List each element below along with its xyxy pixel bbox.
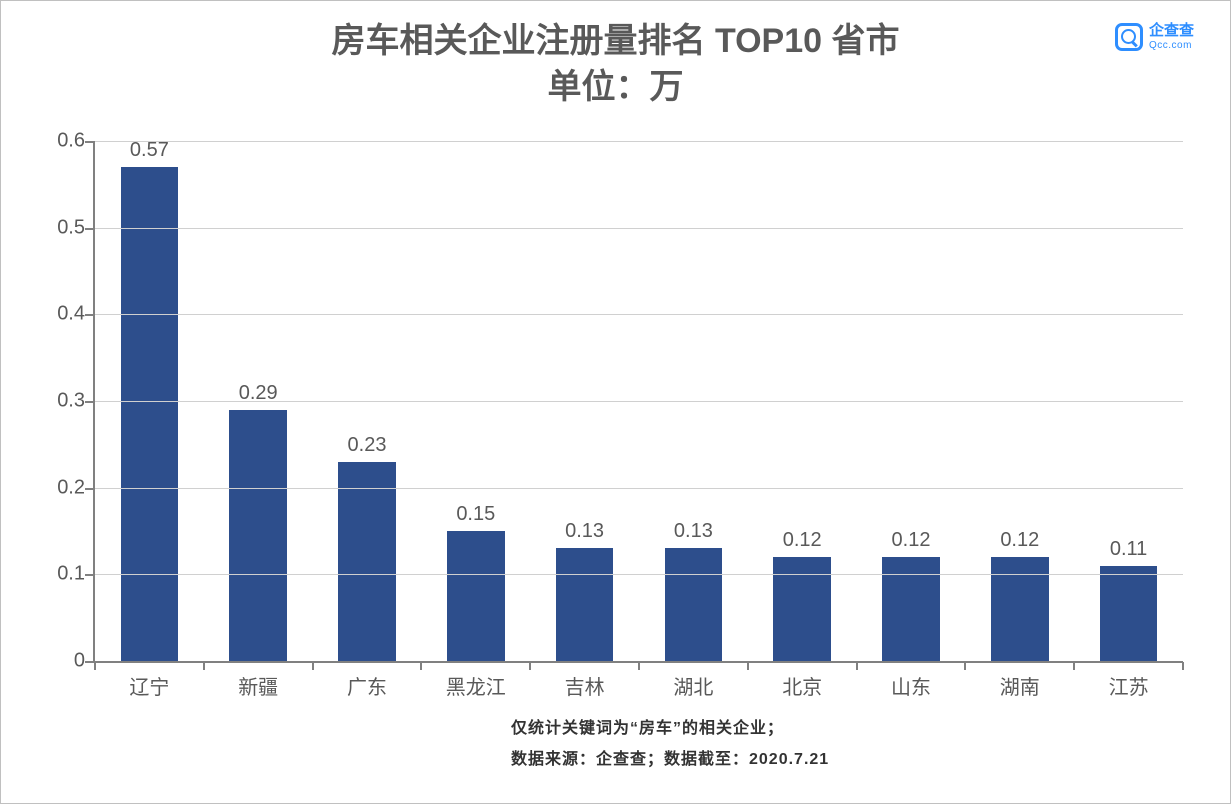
x-axis-label: 辽宁 [129, 671, 169, 700]
brand-logo-text: 企查查 Qcc.com [1149, 23, 1194, 51]
chart-title-line2: 单位：万 [548, 68, 684, 106]
brand-logo: 企查查 Qcc.com [1115, 23, 1194, 51]
x-axis-label: 吉林 [565, 671, 605, 700]
x-axis-label: 江苏 [1109, 671, 1149, 700]
y-axis-tick [85, 141, 93, 143]
grid-line [95, 488, 1183, 489]
bar-value-label: 0.57 [121, 139, 179, 162]
x-axis-tick [856, 662, 858, 670]
chart-container: 房车相关企业注册量排名 TOP10 省市 单位：万 企查查 Qcc.com 0.… [0, 0, 1231, 804]
x-axis-tick [1182, 662, 1184, 670]
y-axis-label: 0.1 [25, 563, 85, 586]
y-axis-tick [85, 228, 93, 230]
y-axis-label: 0.6 [25, 130, 85, 153]
plot-area: 0.57 0.29 0.23 0.15 0.13 0.13 0.12 0.12 0.12 0.11… [93, 141, 1183, 663]
x-axis-tick [747, 662, 749, 670]
x-axis-label: 湖南 [1000, 671, 1040, 700]
y-axis-label: 0.4 [25, 303, 85, 326]
y-axis-label: 0.5 [25, 216, 85, 239]
x-axis-tick [94, 662, 96, 670]
bar-value-label: 0.15 [447, 503, 505, 526]
x-axis-tick [1073, 662, 1075, 670]
bar: 0.23 [338, 462, 396, 661]
y-axis-label: 0.2 [25, 476, 85, 499]
brand-domain: Qcc.com [1149, 40, 1194, 51]
bar: 0.13 [556, 548, 614, 661]
bar-value-label: 0.11 [1100, 538, 1158, 561]
chart-footer: 仅统计关键词为“房车”的相关企业； 数据来源：企查查；数据截至：2020.7.2… [511, 714, 829, 775]
footer-line1: 仅统计关键词为“房车”的相关企业； [511, 714, 829, 744]
bar-value-label: 0.12 [882, 529, 940, 552]
y-axis-tick [85, 661, 93, 663]
y-axis-label: 0 [25, 650, 85, 673]
x-axis-label: 北京 [782, 671, 822, 700]
bar: 0.57 [121, 167, 179, 661]
x-axis-label: 黑龙江 [446, 671, 506, 700]
bar-value-label: 0.13 [556, 520, 614, 543]
x-axis-label: 湖北 [673, 671, 713, 700]
bar-value-label: 0.13 [665, 520, 723, 543]
grid-line [95, 574, 1183, 575]
bar: 0.15 [447, 531, 505, 661]
grid-line [95, 401, 1183, 402]
x-axis-label: 山东 [891, 671, 931, 700]
grid-line [95, 314, 1183, 315]
bar: 0.29 [229, 410, 287, 661]
x-axis-label: 广东 [347, 671, 387, 700]
x-axis-tick [964, 662, 966, 670]
bar-value-label: 0.23 [338, 434, 396, 457]
y-axis-tick [85, 401, 93, 403]
grid-line [95, 141, 1183, 142]
x-axis-tick [529, 662, 531, 670]
x-axis-label: 新疆 [238, 671, 278, 700]
y-axis-tick [85, 314, 93, 316]
y-axis-label: 0.3 [25, 390, 85, 413]
bar: 0.11 [1100, 566, 1158, 661]
bar: 0.12 [882, 557, 940, 661]
grid-line [95, 228, 1183, 229]
x-axis-tick [638, 662, 640, 670]
y-axis-tick [85, 574, 93, 576]
footer-line2: 数据来源：企查查；数据截至：2020.7.21 [511, 745, 829, 775]
bar: 0.12 [991, 557, 1049, 661]
x-axis-tick [420, 662, 422, 670]
x-axis-tick [312, 662, 314, 670]
bar: 0.13 [665, 548, 723, 661]
magnifier-icon [1115, 23, 1143, 51]
y-axis-tick [85, 488, 93, 490]
chart-title: 房车相关企业注册量排名 TOP10 省市 单位：万 [1, 19, 1230, 111]
chart-title-line1: 房车相关企业注册量排名 TOP10 省市 [332, 22, 900, 60]
x-axis-tick [203, 662, 205, 670]
bar-value-label: 0.12 [773, 529, 831, 552]
brand-name: 企查查 [1149, 23, 1194, 40]
bar: 0.12 [773, 557, 831, 661]
bar-value-label: 0.12 [991, 529, 1049, 552]
